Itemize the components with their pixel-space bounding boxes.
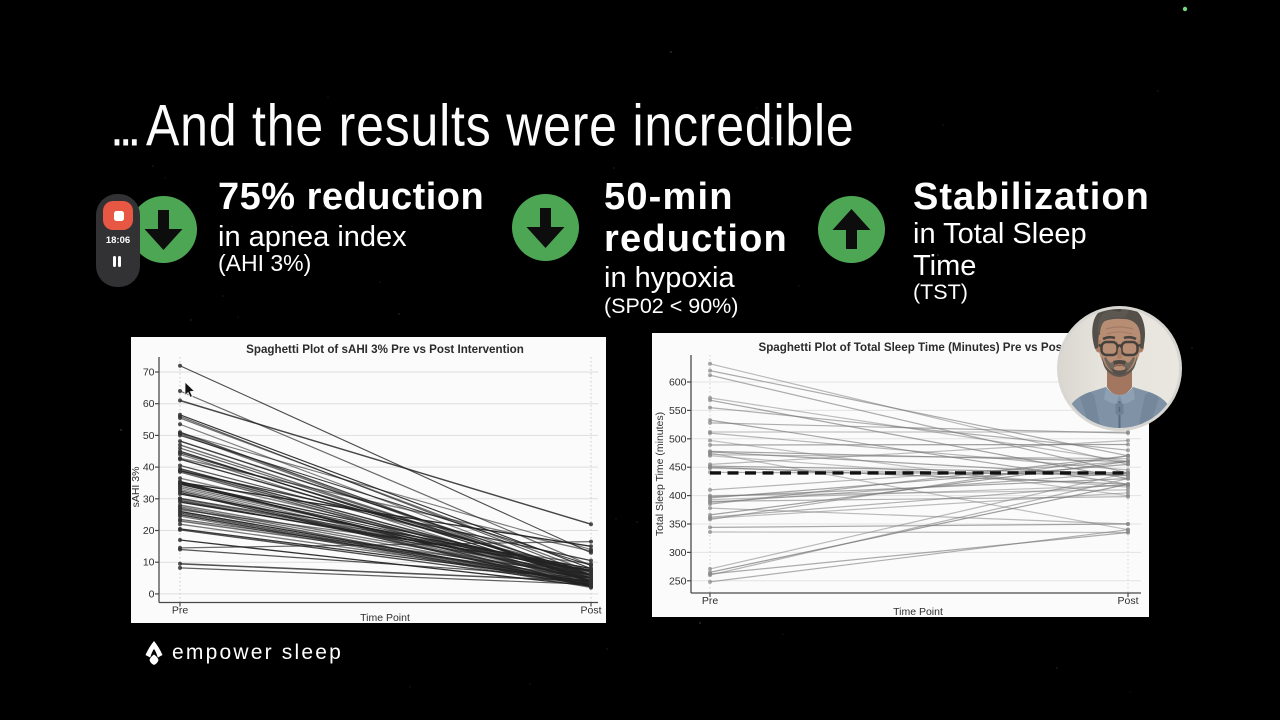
- svg-text:60: 60: [143, 398, 155, 410]
- svg-text:Time Point: Time Point: [360, 612, 410, 623]
- svg-text:sAHI 3%: sAHI 3%: [131, 467, 142, 508]
- svg-text:50: 50: [143, 430, 155, 442]
- svg-text:20: 20: [143, 525, 155, 537]
- svg-text:400: 400: [669, 490, 687, 502]
- svg-text:Post: Post: [1117, 595, 1138, 607]
- svg-text:0: 0: [149, 588, 155, 600]
- svg-text:250: 250: [669, 575, 687, 587]
- svg-text:Spaghetti Plot of sAHI 3% Pre: Spaghetti Plot of sAHI 3% Pre vs Post In…: [246, 343, 524, 356]
- svg-text:Time Point: Time Point: [893, 606, 943, 617]
- svg-text:300: 300: [669, 547, 687, 559]
- svg-text:Spaghetti Plot of Total Sleep: Spaghetti Plot of Total Sleep Time (Minu…: [758, 341, 1135, 354]
- svg-text:40: 40: [143, 462, 155, 474]
- svg-text:Total Sleep Time (minutes): Total Sleep Time (minutes): [654, 412, 666, 536]
- svg-text:70: 70: [143, 367, 155, 379]
- svg-text:Pre: Pre: [702, 595, 719, 607]
- svg-text:550: 550: [669, 405, 687, 417]
- svg-text:10: 10: [143, 557, 155, 569]
- svg-text:600: 600: [669, 377, 687, 389]
- svg-text:500: 500: [669, 433, 687, 445]
- svg-text:350: 350: [669, 519, 687, 531]
- svg-text:30: 30: [143, 493, 155, 505]
- svg-text:Pre: Pre: [172, 605, 189, 617]
- svg-text:450: 450: [669, 462, 687, 474]
- svg-text:Post: Post: [580, 605, 601, 617]
